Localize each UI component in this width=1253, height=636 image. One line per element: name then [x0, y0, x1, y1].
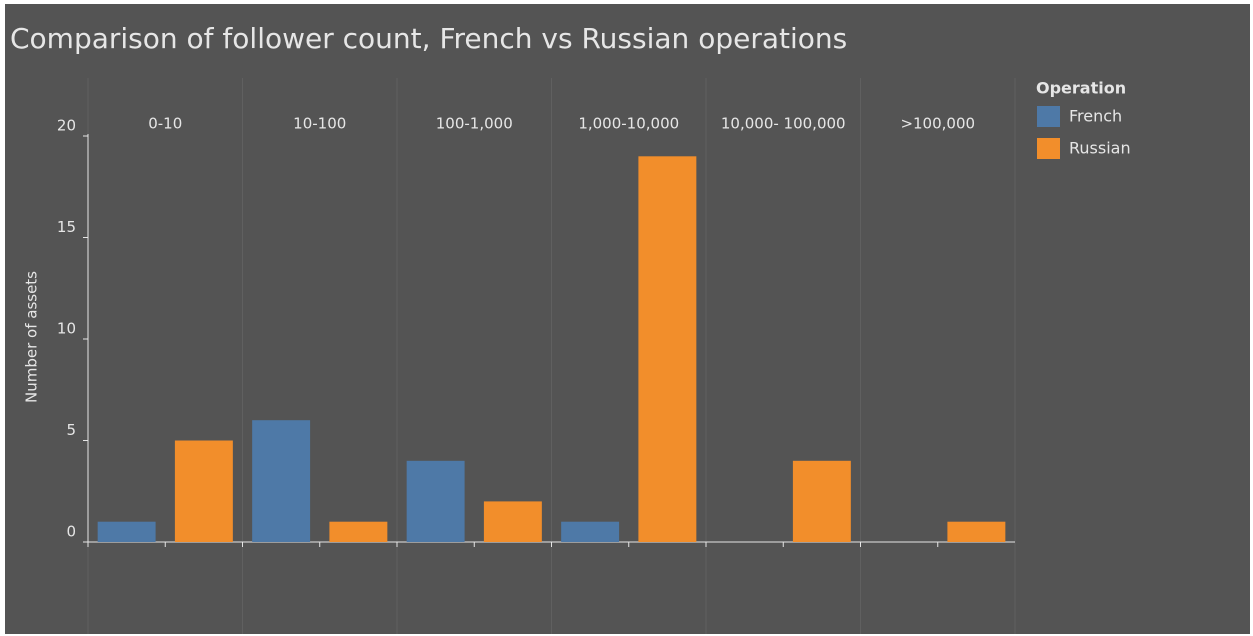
bar: [947, 521, 1006, 542]
bar: [792, 460, 851, 542]
legend-label: Russian: [1069, 139, 1131, 158]
legend-swatch: [1037, 138, 1060, 159]
legend-label: French: [1069, 107, 1122, 126]
y-tick-label: 0: [66, 523, 76, 541]
bar: [483, 501, 542, 542]
column-header: >100,000: [900, 115, 975, 133]
bar: [406, 460, 465, 542]
bar: [252, 420, 311, 542]
bar: [561, 521, 620, 542]
chart-title: Comparison of follower count, French vs …: [10, 22, 847, 55]
bar: [329, 521, 388, 542]
y-tick-label: 20: [57, 117, 76, 135]
legend-title: Operation: [1036, 79, 1126, 98]
y-tick-label: 10: [57, 320, 76, 338]
column-header: 100-1,000: [436, 115, 513, 133]
column-header: 10,000- 100,000: [721, 115, 846, 133]
y-tick-label: 5: [66, 421, 76, 439]
y-tick-label: 15: [57, 218, 76, 236]
y-axis-label: Number of assets: [23, 271, 41, 403]
column-header: 10-100: [293, 115, 346, 133]
legend-swatch: [1037, 106, 1060, 127]
column-header: 0-10: [148, 115, 182, 133]
bar: [638, 156, 697, 543]
bar: [174, 440, 233, 542]
bar: [97, 521, 156, 542]
column-header: 1,000-10,000: [578, 115, 679, 133]
